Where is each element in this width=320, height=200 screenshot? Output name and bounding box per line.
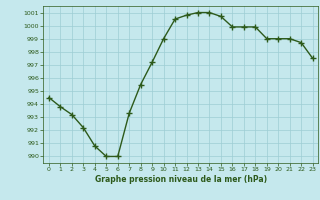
X-axis label: Graphe pression niveau de la mer (hPa): Graphe pression niveau de la mer (hPa) bbox=[95, 175, 267, 184]
